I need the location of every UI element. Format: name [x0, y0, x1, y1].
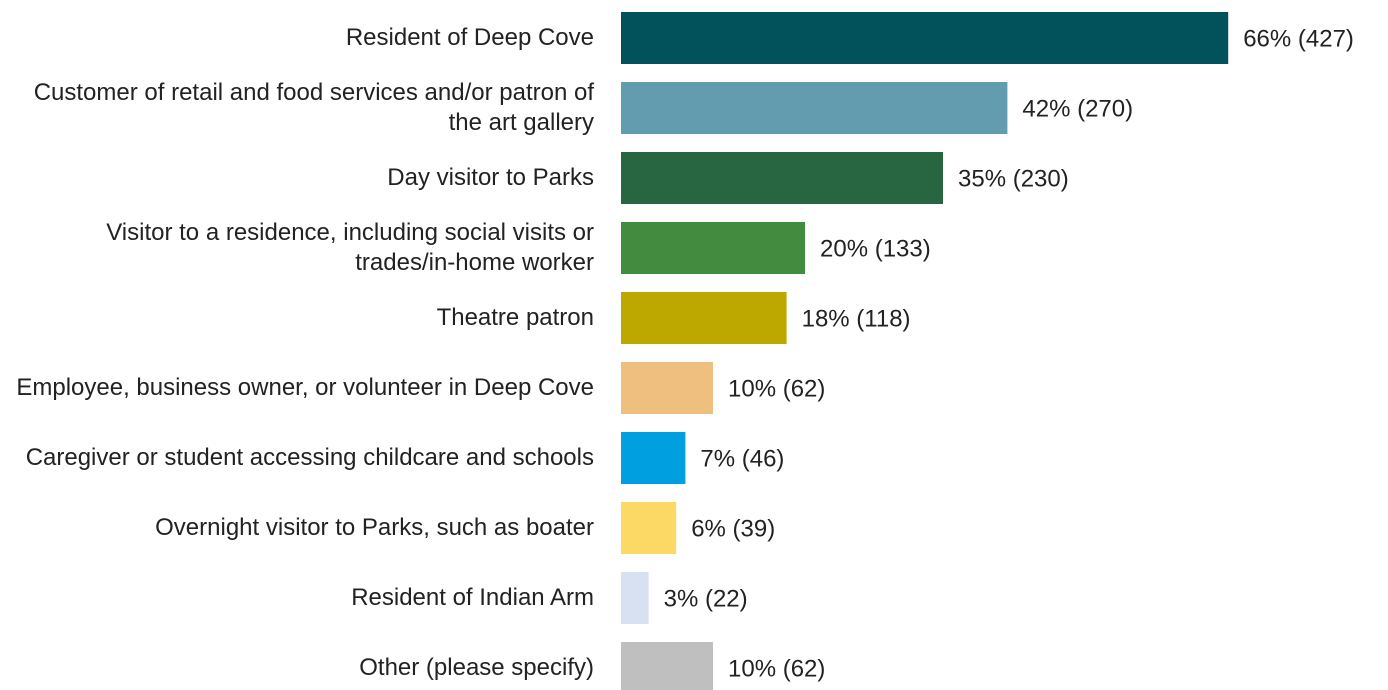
category-label: Resident of Indian Arm [351, 584, 594, 611]
value-label: 20% (133) [820, 235, 931, 262]
value-label: 66% (427) [1243, 25, 1354, 52]
category-label: Other (please specify) [359, 654, 594, 681]
bar [621, 642, 713, 690]
category-label: Caregiver or student accessing childcare… [25, 444, 594, 471]
value-label: 42% (270) [1022, 95, 1133, 122]
bar [621, 432, 686, 484]
bar [621, 152, 943, 204]
category-label: Resident of Deep Cove [345, 24, 594, 51]
category-label: Overnight visitor to Parks, such as boat… [155, 514, 594, 541]
value-label: 18% (118) [802, 305, 911, 332]
category-label: Day visitor to Parks [387, 164, 594, 191]
category-label: Visitor to a residence, including social… [106, 219, 594, 276]
bar [621, 82, 1008, 134]
value-label: 10% (62) [728, 655, 825, 682]
bar [621, 292, 787, 344]
value-label: 6% (39) [691, 515, 775, 542]
bar [621, 362, 713, 414]
bar [621, 502, 677, 554]
value-label: 3% (22) [664, 585, 748, 612]
bar [621, 572, 649, 624]
value-label: 10% (62) [728, 375, 825, 402]
bar [621, 222, 805, 274]
value-label: 35% (230) [958, 165, 1069, 192]
category-label: Customer of retail and food services and… [33, 79, 594, 136]
category-label: Employee, business owner, or volunteer i… [16, 374, 594, 401]
category-label: Theatre patron [436, 304, 594, 331]
bar [621, 12, 1229, 64]
value-label: 7% (46) [700, 445, 784, 472]
